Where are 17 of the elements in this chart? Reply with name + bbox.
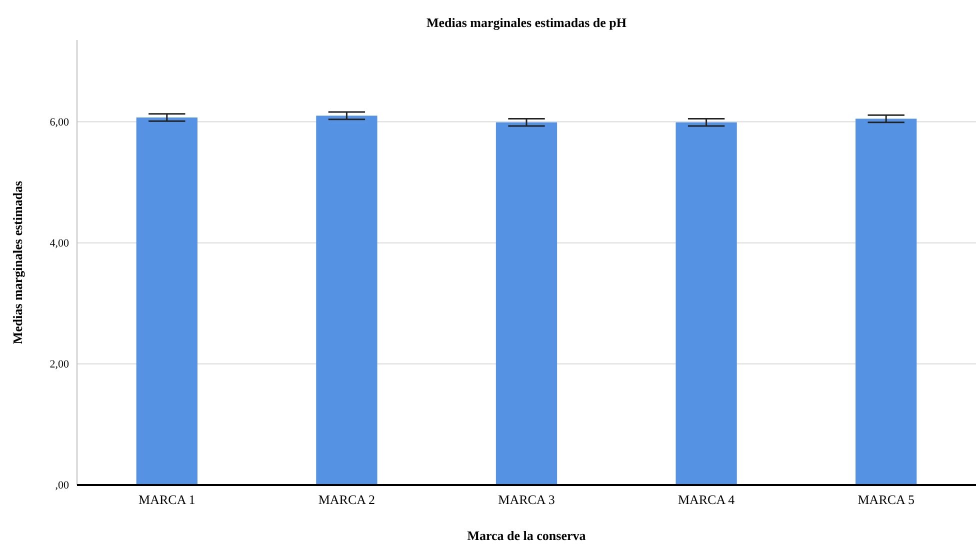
y-tick-label: 6,00 <box>50 116 70 128</box>
x-tick-label: MARCA 3 <box>498 492 555 508</box>
y-tick-label: 4,00 <box>50 237 70 250</box>
bar <box>316 116 378 485</box>
x-tick-label: MARCA 4 <box>678 492 736 508</box>
x-tick-label: MARCA 5 <box>858 492 914 508</box>
bar <box>856 118 917 485</box>
bar <box>496 122 558 485</box>
y-tick-label: 2,00 <box>50 358 70 370</box>
x-tick-label: MARCA 1 <box>138 492 196 508</box>
y-tick-label: ,00 <box>55 480 70 492</box>
x-tick-label: MARCA 2 <box>318 492 376 508</box>
x-axis-title: Marca de la conserva <box>467 528 586 543</box>
y-axis-title: Medias marginales estimadas <box>10 180 25 344</box>
bar <box>136 117 198 485</box>
bar <box>676 122 737 485</box>
chart-title: Medias marginales estimadas de pH <box>426 15 627 30</box>
